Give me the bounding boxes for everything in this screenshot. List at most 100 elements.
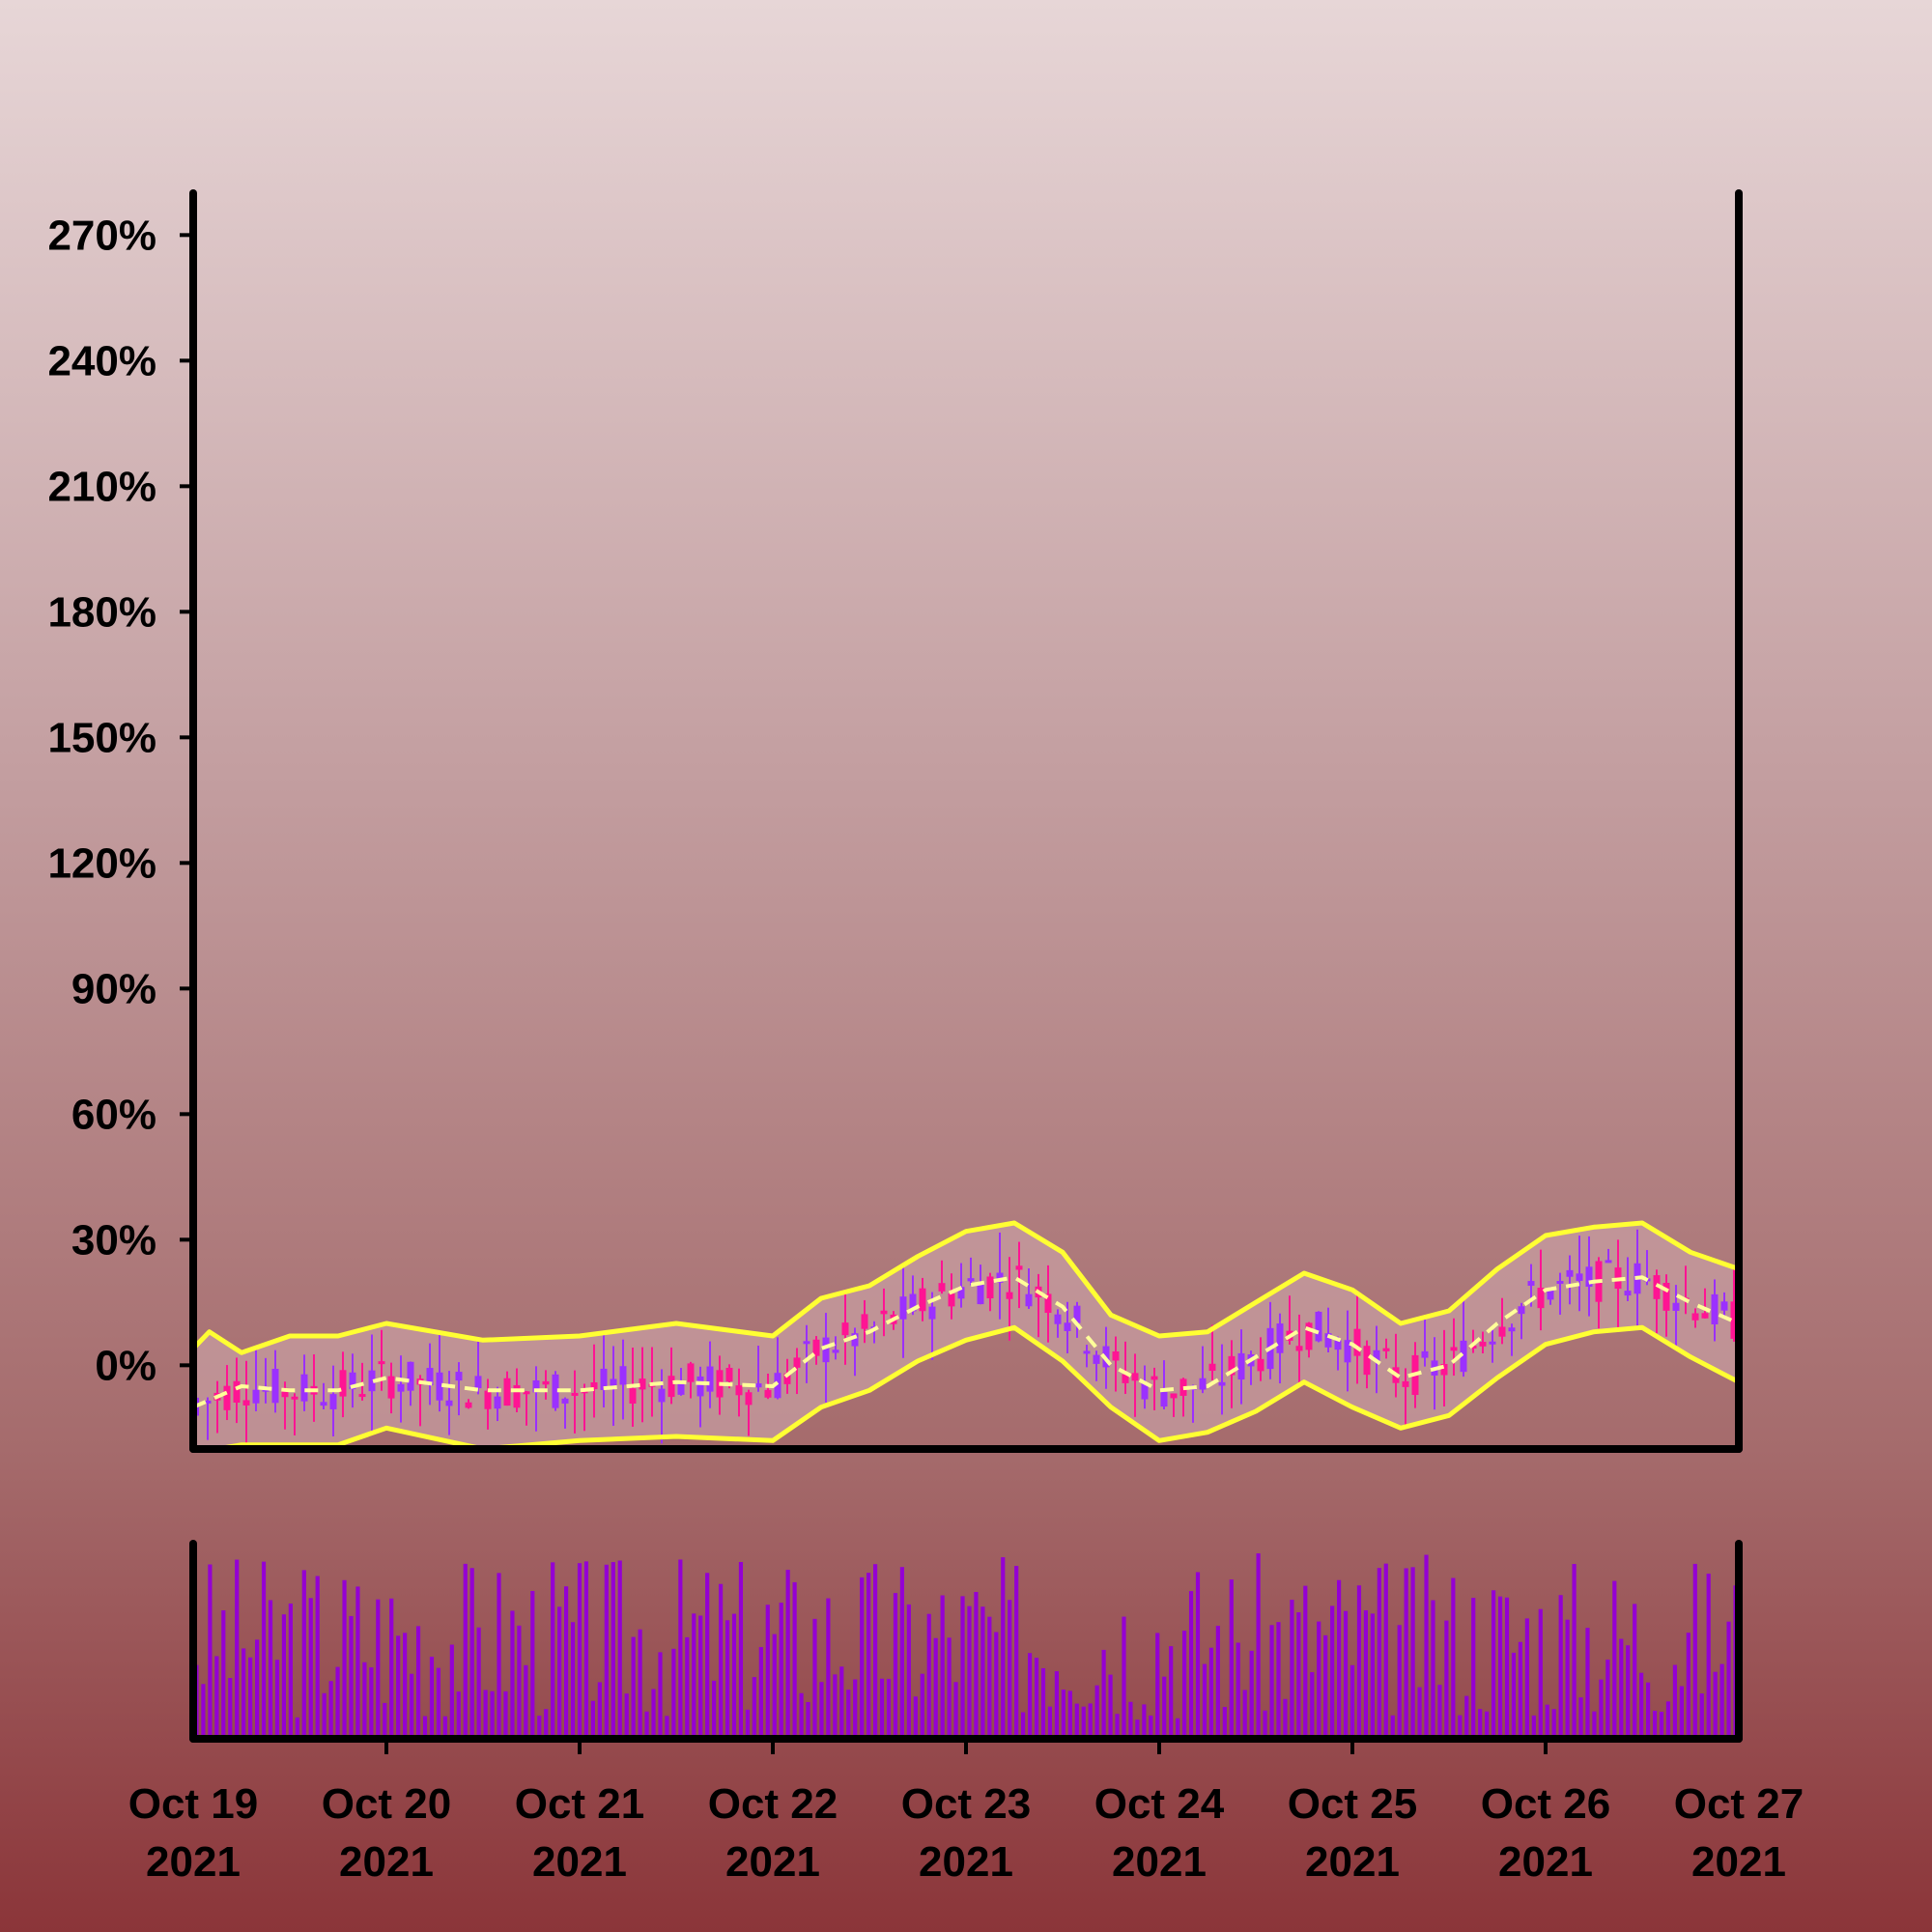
volume-bar <box>261 1561 267 1739</box>
volume-bar <box>1612 1580 1617 1739</box>
volume-bar <box>1659 1711 1664 1739</box>
volume-bar <box>1081 1706 1086 1739</box>
price-panel <box>193 1220 1739 1449</box>
volume-bar <box>301 1570 306 1739</box>
candle-body <box>977 1283 984 1305</box>
volume-bar <box>819 1682 824 1739</box>
volume-bar <box>1188 1591 1194 1739</box>
volume-bar <box>1377 1568 1381 1739</box>
volume-bar <box>685 1636 690 1739</box>
volume-bar <box>980 1606 985 1739</box>
volume-bar <box>389 1598 394 1739</box>
volume-bar <box>1524 1618 1529 1739</box>
volume-bar <box>792 1581 797 1739</box>
candle-body <box>639 1378 646 1390</box>
candle-body <box>938 1283 946 1292</box>
volume-bar <box>1686 1633 1690 1739</box>
volume-bar <box>953 1682 958 1739</box>
volume-bar <box>1155 1633 1160 1739</box>
x-tick-label-date: Oct 22 <box>708 1780 838 1828</box>
candle-body <box>1276 1323 1284 1353</box>
candle-body <box>1585 1266 1593 1288</box>
volume-bar <box>1028 1653 1033 1739</box>
volume-bar <box>1383 1563 1388 1739</box>
volume-bar <box>1458 1715 1463 1739</box>
volume-bar <box>758 1647 763 1739</box>
candle-body <box>291 1396 298 1400</box>
volume-bar <box>1485 1711 1490 1739</box>
candle-body <box>1402 1380 1409 1387</box>
volume-bar <box>208 1564 213 1739</box>
candle-body <box>1440 1363 1448 1376</box>
candle-body <box>706 1366 714 1392</box>
volume-bar <box>396 1635 401 1739</box>
y-tick-label: 90% <box>71 965 156 1012</box>
volume-bar <box>1054 1671 1059 1739</box>
volume-bar <box>503 1690 508 1739</box>
volume-bar <box>383 1702 387 1739</box>
candle-body <box>600 1368 608 1390</box>
volume-bar <box>1215 1626 1220 1739</box>
candle-body <box>793 1357 801 1368</box>
volume-bar <box>376 1599 381 1739</box>
volume-bar <box>719 1583 724 1739</box>
candle-body <box>242 1400 250 1406</box>
volume-bar <box>873 1564 878 1739</box>
volume-bar <box>1229 1579 1234 1739</box>
y-tick-label: 270% <box>47 212 156 259</box>
volume-bar <box>1633 1604 1637 1739</box>
volume-bar <box>1256 1553 1261 1739</box>
candle-body <box>397 1383 405 1392</box>
volume-bar <box>1122 1616 1126 1739</box>
volume-bar <box>933 1637 938 1739</box>
volume-bar <box>1492 1590 1496 1739</box>
volume-bar <box>678 1559 683 1739</box>
candle-body <box>928 1306 936 1320</box>
volume-bar <box>658 1652 663 1739</box>
volume-bar <box>255 1639 260 1739</box>
volume-bar <box>1162 1676 1167 1739</box>
candle-body <box>899 1296 907 1320</box>
candle-body <box>494 1396 501 1409</box>
volume-bar <box>926 1613 931 1739</box>
candle-body <box>841 1322 849 1336</box>
candle-body <box>552 1374 559 1408</box>
y-tick-label: 60% <box>71 1091 156 1138</box>
candle-body <box>1460 1340 1467 1373</box>
candle-body <box>1479 1342 1487 1347</box>
volume-bar <box>1551 1709 1556 1739</box>
candle-body <box>329 1394 337 1409</box>
volume-bar <box>1149 1715 1153 1739</box>
volume-bar <box>449 1644 454 1739</box>
volume-bar <box>698 1615 703 1739</box>
candle-body <box>387 1376 395 1399</box>
volume-bar <box>738 1561 744 1739</box>
volume-bar <box>530 1591 535 1739</box>
volume-bar <box>1323 1634 1328 1739</box>
volume-bar <box>524 1664 528 1739</box>
volume-bar <box>671 1648 676 1739</box>
volume-bar <box>583 1561 589 1739</box>
volume-bar <box>920 1673 924 1739</box>
x-tick-label-date: Oct 27 <box>1674 1780 1804 1828</box>
volume-bar <box>590 1700 595 1739</box>
volume-bar <box>564 1586 569 1739</box>
x-tick-label-date: Oct 20 <box>322 1780 452 1828</box>
volume-bar <box>1672 1664 1677 1739</box>
volume-bar <box>665 1716 669 1739</box>
candle-body <box>957 1287 965 1299</box>
candle-body <box>542 1380 550 1385</box>
candle-body <box>1508 1327 1516 1332</box>
candle-body <box>1151 1376 1158 1380</box>
volume-bar <box>899 1567 904 1739</box>
volume-bar <box>1646 1682 1651 1739</box>
volume-bar <box>1296 1612 1301 1739</box>
volume-bar <box>228 1678 233 1739</box>
candle-body <box>1093 1354 1100 1364</box>
x-tick-label-date: Oct 19 <box>128 1780 259 1828</box>
volume-bar <box>772 1634 777 1739</box>
volume-bar <box>1424 1554 1429 1739</box>
candle-body <box>658 1388 666 1403</box>
volume-bar <box>731 1613 737 1739</box>
candle-body <box>687 1363 695 1382</box>
